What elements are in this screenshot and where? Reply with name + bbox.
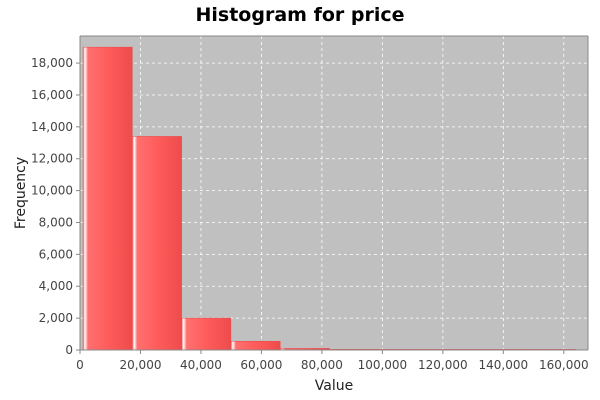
histogram-bar — [181, 317, 232, 351]
x-tick-label: 40,000 — [180, 358, 222, 372]
axes: 0 20,000 40,000 60,000 80,000 100,000 120,000 1… — [31, 35, 589, 372]
x-tick-label: 100,000 — [358, 358, 408, 372]
y-tick-label: 10,000 — [31, 184, 73, 198]
y-tick-label: 8,000 — [39, 215, 73, 229]
histogram-bar — [132, 136, 182, 351]
x-axis-title: Value — [315, 378, 353, 394]
y-axis-title: Frequency — [13, 157, 29, 229]
x-tick-label: 20,000 — [119, 358, 161, 372]
y-tick-label: 12,000 — [31, 152, 73, 166]
x-tick-label: 60,000 — [240, 358, 282, 372]
x-tick-label: 140,000 — [479, 358, 529, 372]
x-tick-label: 160,000 — [539, 358, 589, 372]
chart-title: Histogram for price — [195, 4, 405, 26]
y-tick-label: 14,000 — [31, 120, 73, 134]
x-tick-label: 0 — [76, 358, 84, 372]
x-tick-label: 120,000 — [418, 358, 468, 372]
y-tick-label: 16,000 — [31, 88, 73, 102]
histogram-bar — [230, 340, 281, 351]
y-tick-label: 6,000 — [39, 247, 73, 261]
y-tick-label: 0 — [65, 343, 73, 357]
y-tick-label: 4,000 — [39, 279, 73, 293]
x-tick-label: 80,000 — [301, 358, 343, 372]
histogram-bar — [82, 46, 133, 351]
y-tick-label: 18,000 — [31, 56, 73, 70]
y-tick-label: 2,000 — [39, 311, 73, 325]
